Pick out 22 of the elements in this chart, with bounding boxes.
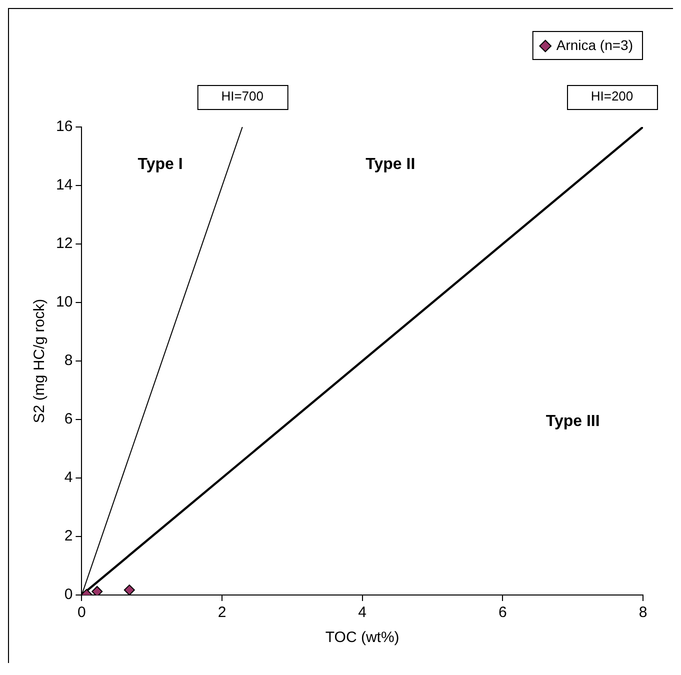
y-tick-label: 6 <box>64 410 73 428</box>
y-axis-title: S2 (mg HC/g rock) <box>31 298 48 424</box>
annotation: Type I <box>138 156 183 173</box>
x-tick-label: 6 <box>498 604 507 622</box>
annotation: Type III <box>546 413 600 430</box>
y-tick-label: 4 <box>64 469 73 486</box>
x-tick-label: 2 <box>218 604 226 622</box>
series-label: HI=200 <box>590 88 634 104</box>
y-tick-label: 12 <box>56 235 73 252</box>
y-tick-label: 2 <box>64 528 73 545</box>
y-tick-label: 8 <box>64 352 73 370</box>
y-tick-label: 14 <box>56 176 73 194</box>
x-axis-title: TOC (wt%) <box>325 629 400 646</box>
y-tick-label: 0 <box>64 586 73 604</box>
legend-label: Arnica (n=3) <box>556 36 634 53</box>
y-tick-label: 10 <box>56 294 73 311</box>
x-tick-label: 4 <box>358 604 367 622</box>
text: HI=700 <box>221 88 264 104</box>
annotation: Type II <box>366 156 416 173</box>
y-tick-label: 16 <box>56 118 73 136</box>
x-tick-label: 8 <box>638 604 648 622</box>
x-tick-label: 0 <box>78 604 86 622</box>
